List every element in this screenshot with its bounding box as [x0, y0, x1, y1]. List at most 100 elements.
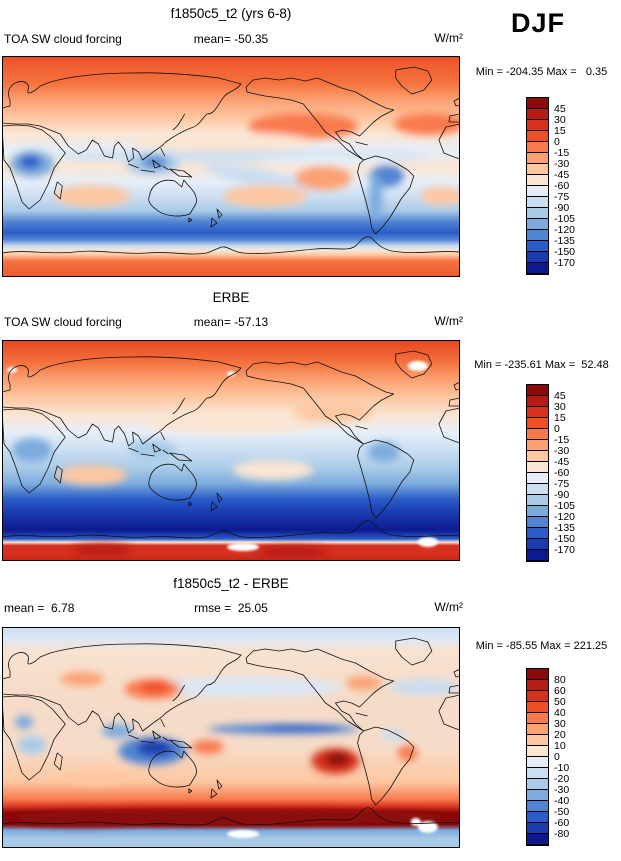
panel1-unit-label: W/m²: [434, 31, 463, 45]
colorbar-swatch: [527, 153, 548, 164]
colorbar-swatch: [527, 528, 548, 539]
colorbar-tick-label: -30: [554, 158, 570, 170]
colorbar-tick-label: 30: [554, 114, 566, 126]
colorbar-swatch: [527, 746, 548, 757]
colorbar-swatch: [527, 263, 548, 274]
colorbar-tick-label: -40: [554, 795, 570, 807]
colorbar-tick-label: -75: [554, 478, 570, 490]
panel2-variable-label: TOA SW cloud forcing: [4, 315, 122, 329]
panel1-variable-label: TOA SW cloud forcing: [4, 32, 122, 46]
colorbar-swatch: [527, 396, 548, 407]
colorbar-swatch: [527, 768, 548, 779]
colorbar-swatch: [527, 120, 548, 131]
colorbar-swatch: [527, 385, 548, 396]
colorbar-swatch: [527, 131, 548, 142]
colorbar-tick-label: -90: [554, 202, 570, 214]
colorbar-swatch: [527, 834, 548, 845]
colorbar-swatch: [527, 812, 548, 823]
colorbar-tick-label: -45: [554, 456, 570, 468]
panel1-minmax-label: Min = -204.35 Max = 0.35: [475, 66, 608, 78]
missing-data-patches: [226, 818, 438, 838]
colorbar-swatch: [527, 109, 548, 120]
colorbar-swatch: [527, 98, 548, 109]
colorbar-swatch: [527, 517, 548, 528]
colorbar-swatch: [527, 219, 548, 230]
colorbar-tick-label: -45: [554, 169, 570, 181]
panel1-title: f1850c5_t2 (yrs 6-8): [170, 6, 292, 21]
colorbar-swatch: [527, 164, 548, 175]
panel3-title: f1850c5_t2 - ERBE: [173, 576, 289, 591]
colorbar-tick-label: -15: [554, 434, 570, 446]
panel3-mean-label: mean = 6.78: [4, 601, 75, 615]
colorbar-swatch: [527, 440, 548, 451]
colorbar-tick-label: 40: [554, 707, 566, 719]
colorbar-swatch: [527, 252, 548, 263]
map-erbe: [2, 340, 460, 561]
colorbar-tick-label: -50: [554, 806, 570, 818]
colorbar-swatch: [527, 208, 548, 219]
panel3-unit-label: W/m²: [434, 600, 463, 614]
panel3-rmse-label: rmse = 25.05: [194, 601, 268, 615]
colorbar-swatch: [527, 175, 548, 186]
colorbar-swatch: [527, 680, 548, 691]
panel2-minmax-label: Min = -235.61 Max = 52.48: [474, 359, 609, 371]
colorbar-swatch: [527, 669, 548, 680]
colorbar-tick-label: -60: [554, 180, 570, 192]
colorbar-tick-label: 50: [554, 696, 566, 708]
colorbar-swatch: [527, 186, 548, 197]
colorbar-erbe: 45 30 15 0 -15 -30 -45 -60 -75 -90 -105 -120 -135 -15…: [526, 384, 575, 562]
colorbar-tick-label: -80: [554, 828, 570, 840]
season-label: DJF: [510, 8, 565, 38]
colorbar-tick-label: 15: [554, 412, 566, 424]
colorbar-swatch: [527, 197, 548, 208]
colorbar-swatch: [527, 691, 548, 702]
colorbar-swatch: [527, 484, 548, 495]
colorbar-model: 45 30 15 0 -15 -30 -45 -60 -75 -90 -105 -120 -135 -15…: [526, 97, 575, 275]
colorbar-tick-label: -10: [554, 762, 570, 774]
colorbar-tick-label: 30: [554, 718, 566, 730]
colorbar-tick-label: -60: [554, 467, 570, 479]
panel2-unit-label: W/m²: [434, 314, 463, 328]
colorbar-swatch: [527, 241, 548, 252]
colorbar-tick-label: -120: [554, 511, 576, 523]
colorbar-tick-label: -150: [554, 246, 576, 258]
colorbar-tick-label: 45: [554, 103, 566, 115]
colorbar-tick-label: 0: [554, 423, 560, 435]
panel3-minmax-label: Min = -85.55 Max = 221.25: [475, 640, 608, 652]
colorbar-tick-label: -105: [554, 213, 576, 225]
colorbar-swatch: [527, 451, 548, 462]
colorbar-swatch: [527, 142, 548, 153]
colorbar-swatch: [527, 702, 548, 713]
colorbar-swatch: [527, 790, 548, 801]
colorbar-tick-label: -75: [554, 191, 570, 203]
field-blobs: [10, 113, 460, 222]
missing-data-patches: [7, 361, 438, 551]
colorbar-tick-label: 0: [554, 751, 560, 763]
colorbar-tick-label: -170: [554, 257, 576, 269]
field-blobs: [12, 402, 400, 558]
colorbar-tick-label: -30: [554, 784, 570, 796]
colorbar-tick-label: 0: [554, 136, 560, 148]
colorbar-tick-label: 45: [554, 390, 566, 402]
colorbar-swatch: [527, 779, 548, 790]
colorbar-tick-label: -170: [554, 544, 576, 556]
map-difference: [2, 627, 460, 848]
colorbar-swatch: [527, 495, 548, 506]
colorbar-swatch: [527, 418, 548, 429]
colorbar-tick-label: -135: [554, 235, 576, 247]
colorbar-tick-label: -120: [554, 224, 576, 236]
colorbar-swatch: [527, 757, 548, 768]
colorbar-tick-label: 30: [554, 401, 566, 413]
colorbar-swatch: [527, 713, 548, 724]
colorbar-tick-label: -135: [554, 522, 576, 534]
panel2-title: ERBE: [212, 290, 250, 305]
panel1-mean-label: mean= -50.35: [193, 32, 269, 46]
colorbar-swatch: [527, 735, 548, 746]
colorbar-swatch: [527, 506, 548, 517]
colorbar-swatch: [527, 550, 548, 561]
colorbar-swatch: [527, 429, 548, 440]
colorbar-swatch: [527, 539, 548, 550]
colorbar-tick-label: 20: [554, 729, 566, 741]
colorbar-tick-label: 15: [554, 125, 566, 137]
colorbar-swatch: [527, 801, 548, 812]
